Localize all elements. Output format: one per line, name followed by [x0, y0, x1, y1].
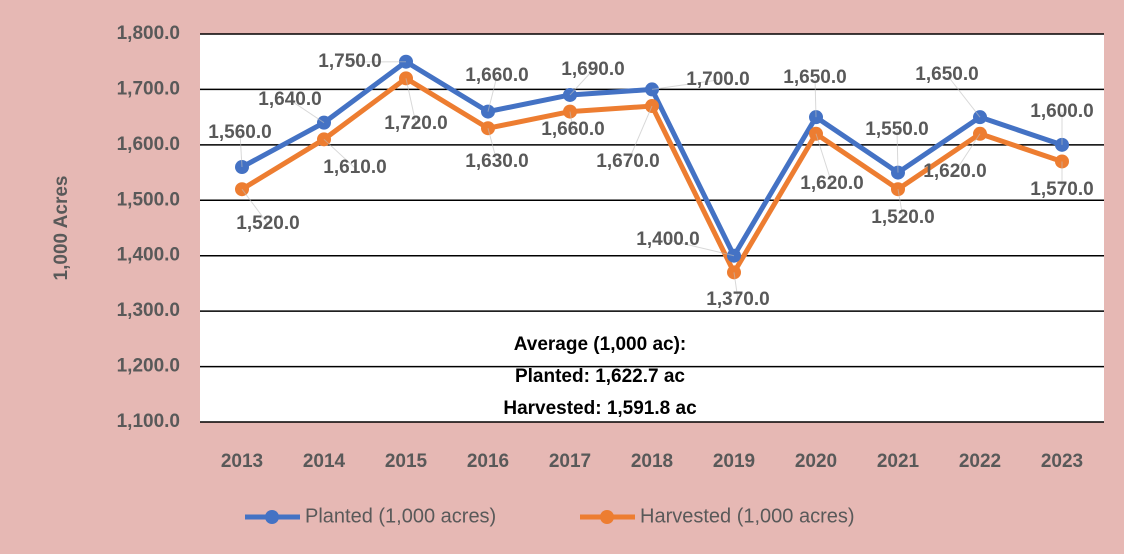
leader-line — [733, 272, 739, 301]
data-label: 1,700.0 — [686, 69, 749, 90]
x-tick-label: 2016 — [467, 451, 509, 472]
y-tick-label: 1,300.0 — [117, 300, 180, 321]
legend-marker — [600, 510, 614, 524]
y-tick-label: 1,800.0 — [117, 23, 180, 44]
x-tick-label: 2019 — [713, 451, 755, 472]
leader-line — [289, 99, 325, 124]
x-tick-label: 2014 — [303, 451, 346, 472]
x-tick-label: 2013 — [221, 451, 263, 472]
x-tick-label: 2021 — [877, 451, 920, 472]
data-label: 1,660.0 — [541, 119, 604, 140]
leader-line — [241, 188, 269, 225]
leader-line — [323, 138, 356, 169]
data-label: 1,690.0 — [561, 59, 624, 80]
data-label: 1,620.0 — [800, 173, 863, 194]
y-tick-label: 1,700.0 — [117, 78, 180, 99]
data-label: 1,520.0 — [236, 213, 299, 234]
leader-line — [897, 189, 904, 219]
x-tick-label: 2018 — [631, 451, 673, 472]
plot-area — [200, 34, 1104, 422]
annotation: Planted: 1,622.7 ac — [515, 366, 685, 387]
data-label: 1,370.0 — [706, 289, 769, 310]
y-tick-label: 1,600.0 — [117, 134, 180, 155]
leader-line — [667, 239, 735, 257]
leader-line — [239, 132, 243, 168]
y-tick-label: 1,100.0 — [117, 411, 180, 432]
leader-line — [954, 133, 981, 173]
data-label: 1,570.0 — [1030, 179, 1093, 200]
data-label: 1,650.0 — [783, 67, 846, 88]
leader-line — [814, 77, 817, 118]
leader-line — [896, 129, 899, 173]
data-label: 1,660.0 — [465, 65, 528, 86]
data-label: 1,400.0 — [636, 229, 699, 250]
y-tick-label: 1,400.0 — [117, 245, 180, 266]
data-label: 1,560.0 — [208, 122, 271, 143]
annotation: Average (1,000 ac): — [514, 334, 687, 355]
legend-marker — [265, 510, 279, 524]
annotation: Harvested: 1,591.8 ac — [503, 398, 697, 419]
x-tick-label: 2020 — [795, 451, 837, 472]
x-tick-label: 2017 — [549, 451, 591, 472]
data-label: 1,750.0 — [318, 51, 381, 72]
y-tick-label: 1,200.0 — [117, 356, 180, 377]
leader-line — [569, 69, 594, 96]
leader-line — [627, 105, 653, 163]
data-label: 1,520.0 — [871, 207, 934, 228]
data-label: 1,550.0 — [865, 119, 928, 140]
data-label: 1,720.0 — [384, 113, 447, 134]
leader-line — [815, 133, 833, 185]
data-label: 1,600.0 — [1030, 101, 1093, 122]
leader-line — [487, 75, 498, 112]
data-label: 1,640.0 — [258, 89, 321, 110]
leader-line — [946, 74, 981, 118]
x-tick-label: 2022 — [959, 451, 1001, 472]
data-label: 1,620.0 — [923, 161, 986, 182]
leader-line — [651, 79, 719, 90]
data-label: 1,650.0 — [915, 64, 978, 85]
x-tick-label: 2023 — [1041, 451, 1083, 472]
leader-line — [405, 78, 417, 125]
legend-label: Harvested (1,000 acres) — [640, 505, 855, 527]
legend-label: Planted (1,000 acres) — [305, 505, 496, 527]
data-label: 1,610.0 — [323, 157, 386, 178]
y-axis-label: 1,000 Acres — [51, 176, 72, 281]
data-label: 1,630.0 — [465, 151, 528, 172]
x-tick-label: 2015 — [385, 451, 428, 472]
leader-line — [487, 128, 498, 163]
data-label: 1,670.0 — [596, 151, 659, 172]
point — [727, 248, 741, 263]
y-tick-label: 1,500.0 — [117, 189, 180, 210]
leader-line — [569, 111, 574, 131]
